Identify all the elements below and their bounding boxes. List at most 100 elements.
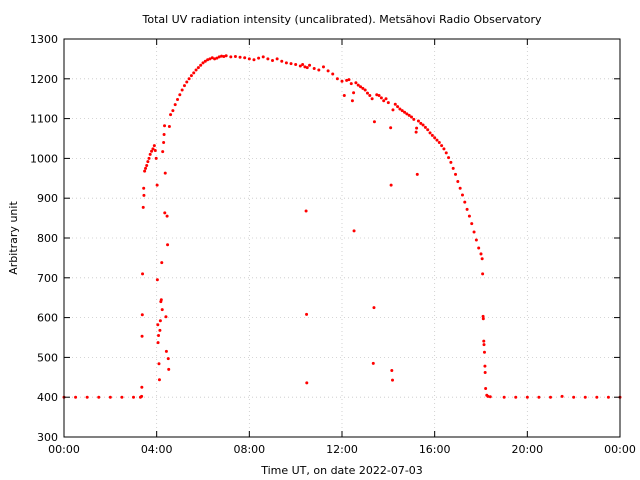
data-point <box>321 65 325 69</box>
data-point <box>284 61 288 65</box>
data-point <box>415 172 419 176</box>
data-point <box>477 246 481 250</box>
data-point <box>182 84 186 88</box>
data-point <box>187 77 191 81</box>
data-point <box>393 102 397 106</box>
data-point <box>398 107 402 111</box>
data-point <box>412 117 416 121</box>
data-point <box>157 362 161 366</box>
data-point <box>305 312 309 316</box>
data-point <box>481 317 485 321</box>
data-point <box>243 56 247 60</box>
x-tick-label: 00:00 <box>48 443 80 456</box>
data-point <box>595 395 599 399</box>
data-point <box>403 110 407 114</box>
data-point <box>382 99 386 103</box>
data-point <box>465 207 469 211</box>
data-point <box>301 62 305 66</box>
x-tick-label: 16:00 <box>419 443 451 456</box>
data-point <box>356 83 360 87</box>
data-point <box>210 56 214 60</box>
data-point <box>396 105 400 109</box>
data-point <box>444 151 448 155</box>
data-point <box>192 71 196 75</box>
data-point <box>423 125 427 129</box>
data-point <box>199 63 203 67</box>
data-point <box>389 183 393 187</box>
data-point <box>266 57 270 61</box>
x-tick-label: 00:00 <box>604 443 636 456</box>
data-point <box>167 367 171 371</box>
data-point <box>482 339 486 343</box>
data-point <box>304 209 308 213</box>
data-point <box>352 229 356 233</box>
data-point <box>502 395 506 399</box>
data-point <box>421 123 425 127</box>
data-point <box>97 395 101 399</box>
data-point <box>449 160 453 164</box>
data-point <box>163 171 167 175</box>
data-point <box>472 230 476 234</box>
data-point <box>160 261 164 265</box>
x-tick-label: 20:00 <box>511 443 543 456</box>
data-point <box>147 156 151 160</box>
data-point <box>482 350 486 354</box>
data-point <box>222 55 226 59</box>
data-point <box>391 108 395 112</box>
y-axis-label: Arbitrary unit <box>7 201 20 275</box>
data-point <box>171 109 175 113</box>
data-point <box>196 66 200 70</box>
data-point <box>213 57 217 61</box>
data-point <box>164 349 168 353</box>
data-point <box>481 314 485 318</box>
data-point <box>537 395 541 399</box>
data-point <box>312 66 316 70</box>
data-point <box>140 313 144 317</box>
data-point <box>153 148 157 152</box>
data-point <box>379 96 383 100</box>
y-tick-label: 900 <box>37 192 58 205</box>
y-tick-label: 1000 <box>30 152 58 165</box>
data-point <box>458 186 462 190</box>
data-point <box>156 323 160 327</box>
data-point <box>146 160 150 164</box>
data-point <box>294 62 298 66</box>
data-point <box>157 378 161 382</box>
x-tick-label: 04:00 <box>141 443 173 456</box>
data-point <box>160 308 164 312</box>
data-point <box>280 59 284 63</box>
data-point <box>163 124 167 128</box>
data-point <box>426 128 430 132</box>
data-point <box>483 371 487 375</box>
data-point <box>154 156 158 160</box>
data-point <box>442 147 446 151</box>
data-point <box>305 66 309 70</box>
data-point <box>352 91 356 95</box>
y-tick-label: 600 <box>37 312 58 325</box>
data-point <box>405 112 409 116</box>
data-point <box>560 394 564 398</box>
data-point <box>194 68 198 72</box>
data-point <box>201 61 205 65</box>
data-point <box>480 257 484 261</box>
data-point <box>261 55 265 59</box>
data-point <box>451 166 455 170</box>
data-point <box>178 93 182 97</box>
data-point <box>257 56 261 60</box>
data-point <box>400 109 404 113</box>
y-tick-label: 700 <box>37 272 58 285</box>
data-point <box>156 341 160 345</box>
data-point <box>141 205 145 209</box>
data-point <box>454 172 458 176</box>
data-point <box>271 58 274 62</box>
data-point <box>437 140 441 144</box>
x-tick-label: 08:00 <box>233 443 265 456</box>
data-point <box>161 150 165 154</box>
data-point <box>350 99 354 103</box>
data-point <box>233 55 237 59</box>
data-point <box>433 136 437 140</box>
data-point <box>349 82 353 86</box>
axis-ticks: 300 400 500 600 700 800 900 1000 1100 1200 1300 00:… <box>30 33 636 456</box>
data-point <box>467 214 471 218</box>
data-point <box>252 58 256 62</box>
